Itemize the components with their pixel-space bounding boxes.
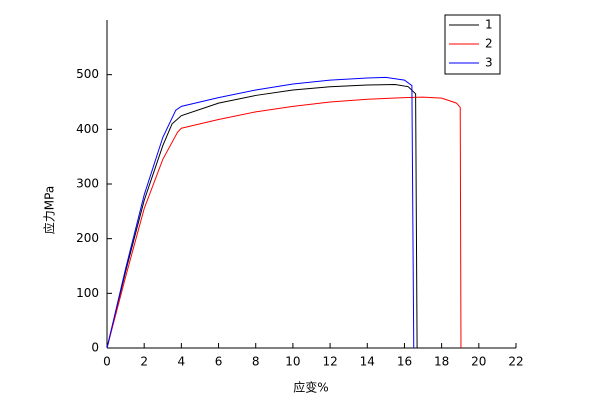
x-tick-label: 10 (285, 355, 300, 369)
y-tick-label: 400 (76, 122, 99, 136)
x-tick-label: 8 (252, 355, 260, 369)
y-tick-label: 0 (91, 341, 99, 355)
y-tick-label: 300 (76, 177, 99, 191)
x-tick-label: 16 (397, 355, 412, 369)
y-tick-label: 100 (76, 286, 99, 300)
x-axis-label: 应变% (293, 380, 328, 395)
data-line (106, 96, 462, 349)
y-axis-label: 应力MPa (42, 186, 57, 234)
legend-label: 3 (485, 56, 493, 70)
x-tick-label: 2 (140, 355, 148, 369)
x-tick-label: 14 (360, 355, 375, 369)
legend-label: 2 (485, 37, 493, 51)
y-tick-label: 200 (76, 231, 99, 245)
data-line (106, 76, 415, 349)
legend-label: 1 (485, 18, 493, 32)
x-tick-label: 18 (434, 355, 449, 369)
x-tick-label: 4 (178, 355, 186, 369)
x-tick-label: 22 (508, 355, 523, 369)
x-tick-label: 6 (215, 355, 223, 369)
data-line (106, 84, 418, 349)
x-tick-label: 20 (471, 355, 486, 369)
y-tick-label: 500 (76, 67, 99, 81)
x-tick-label: 0 (103, 355, 111, 369)
x-tick-label: 12 (322, 355, 337, 369)
